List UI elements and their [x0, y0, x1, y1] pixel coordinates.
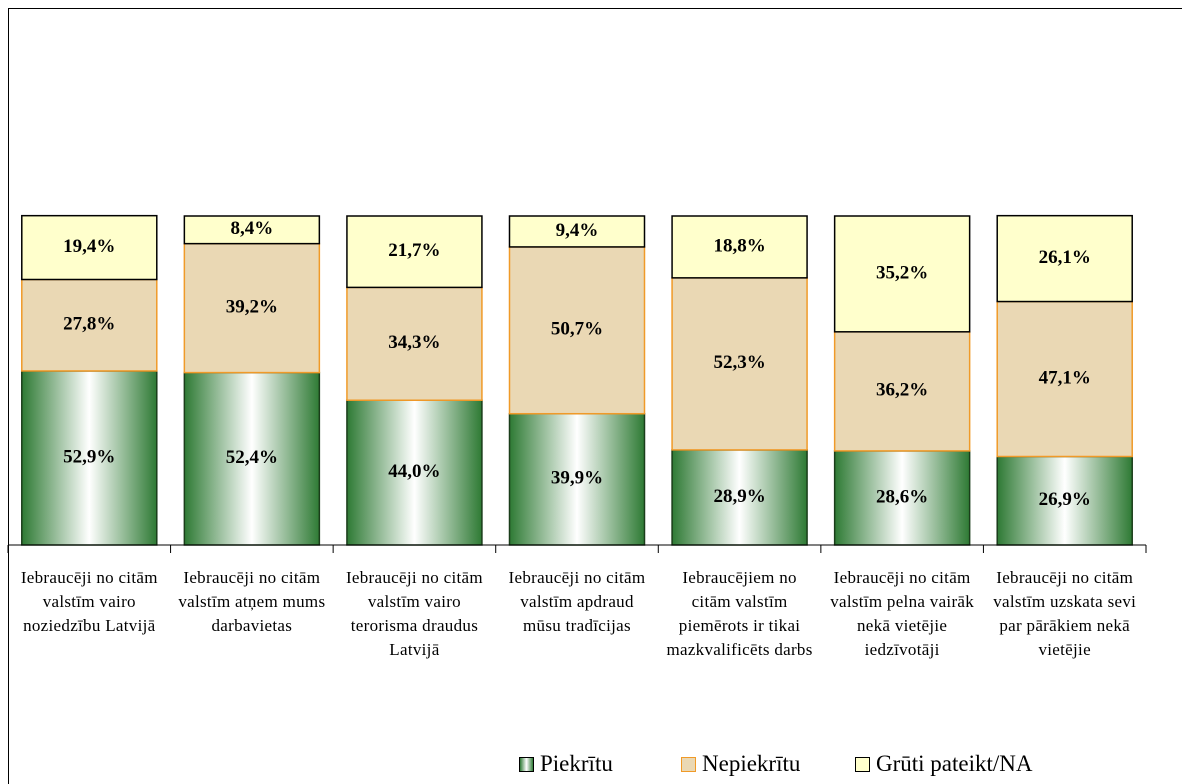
- bar-segment: [183, 215, 321, 245]
- x-tick-label: Iebraucēji no citām valstīm vairo terori…: [345, 568, 483, 659]
- value-label: 9,4%: [556, 220, 599, 241]
- value-label: 26,9%: [1039, 489, 1091, 510]
- legend-label: Nepiekrītu: [702, 751, 801, 776]
- bar-segment: [508, 412, 646, 546]
- bar-segment: [996, 300, 1133, 458]
- x-tick-label: Iebraucēji no citām valstīm atņem mums d…: [178, 568, 326, 635]
- value-label: 36,2%: [876, 380, 928, 401]
- value-label: 35,2%: [876, 262, 928, 283]
- bar-segment: [833, 331, 971, 452]
- value-label: 21,7%: [388, 240, 440, 261]
- value-label: 27,8%: [63, 314, 115, 335]
- value-label: 26,1%: [1039, 247, 1091, 268]
- bar-segment: [996, 455, 1133, 546]
- value-label: 8,4%: [230, 218, 273, 239]
- legend-item: Grūti pateikt/NA: [855, 751, 1033, 777]
- bar-segment: [508, 246, 646, 415]
- x-tick-label: Iebraucēji no citām valstīm pelna vairāk…: [830, 568, 975, 659]
- legend-item: Nepiekrītu: [681, 751, 800, 777]
- legend-swatch: [519, 756, 534, 772]
- value-label: 47,1%: [1039, 367, 1091, 388]
- bar-segment: [671, 449, 808, 546]
- legend-label: Grūti pateikt/NA: [876, 751, 1033, 776]
- legend-label: Piekrītu: [540, 751, 613, 776]
- value-label: 34,3%: [388, 332, 440, 353]
- frame: [8, 8, 1182, 784]
- value-label: 39,9%: [551, 468, 603, 489]
- bar-segment: [671, 215, 808, 279]
- legend-swatch: [681, 756, 696, 772]
- value-label: 52,3%: [713, 352, 765, 373]
- x-tick-label: Iebraucēji no citām valstīm vairo nozied…: [20, 568, 158, 635]
- value-label: 39,2%: [226, 296, 278, 317]
- bar-segment: [833, 450, 971, 546]
- value-label: 28,9%: [713, 486, 765, 507]
- value-label: 28,6%: [876, 486, 928, 507]
- value-label: 44,0%: [388, 461, 440, 482]
- bar-segment: [21, 278, 158, 372]
- bar-segment: [21, 214, 158, 281]
- x-tick-label: Iebraucēji no citām valstīm apdraud mūsu…: [508, 568, 646, 635]
- legend-item: Piekrītu: [519, 751, 613, 777]
- bar-segment: [671, 277, 808, 451]
- value-label: 52,9%: [63, 446, 115, 467]
- value-label: 18,8%: [713, 235, 765, 256]
- value-label: 19,4%: [63, 236, 115, 257]
- bar-segment: [508, 215, 646, 248]
- x-tick-label: Iebraucēji no citām valstīm uzskata sevi…: [993, 568, 1137, 659]
- value-label: 52,4%: [226, 447, 278, 468]
- legend-swatch: [855, 756, 870, 772]
- bar-segment: [346, 215, 483, 289]
- bar-segment: [346, 286, 483, 401]
- value-label: 50,7%: [551, 319, 603, 340]
- bar-segment: [996, 214, 1133, 303]
- bar-segment: [833, 215, 971, 333]
- x-tick-label: Iebraucējiem no citām valstīm piemērots …: [666, 568, 813, 659]
